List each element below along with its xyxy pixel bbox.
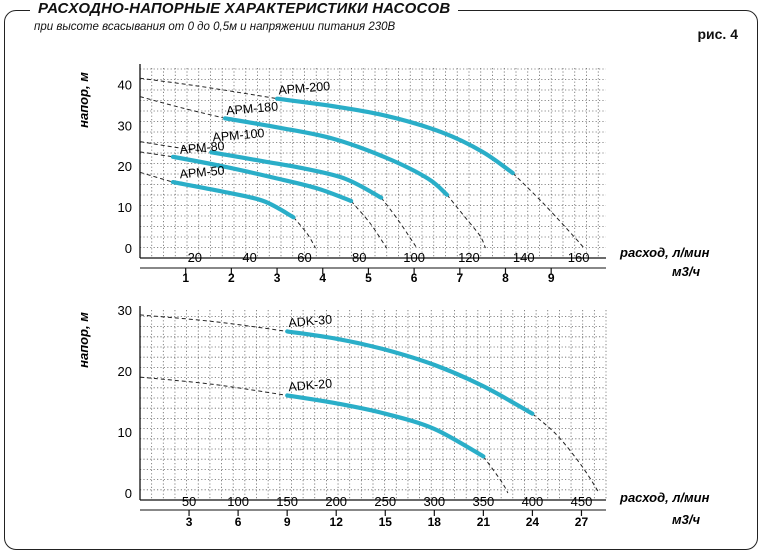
series-dashed-end <box>512 172 585 249</box>
x2-tick-label: 9 <box>284 515 291 529</box>
x-tick-label: 300 <box>423 494 445 509</box>
x2-tick-label: 27 <box>575 515 589 529</box>
series-АРМ-100: АРМ-100 <box>139 126 418 249</box>
series-dashed-start <box>139 314 288 332</box>
series-curve <box>170 180 296 220</box>
grid-lines <box>140 310 607 500</box>
y-tick-label: 0 <box>125 486 132 501</box>
figure-label: рис. 4 <box>697 26 738 42</box>
series-dashed-end <box>350 200 388 249</box>
x-tick-label: 60 <box>297 250 311 265</box>
series-dashed-start <box>139 77 278 100</box>
x-tick-label: 120 <box>458 250 480 265</box>
y-tick-label: 30 <box>118 303 132 318</box>
chart-subtitle: при высоте всасывания от 0 до 0,5м и нап… <box>34 21 396 33</box>
x2-tick-label: 3 <box>274 271 281 285</box>
series-dashed-end <box>482 456 509 494</box>
x-tick-label: 100 <box>403 250 425 265</box>
x-tick-label: 400 <box>522 494 544 509</box>
series-label: АРМ-100 <box>212 126 265 144</box>
series-АРМ-50: АРМ-50 <box>139 164 316 249</box>
series-label: ADK-30 <box>288 312 333 330</box>
x2-tick-label: 2 <box>228 271 235 285</box>
x2-tick-label: 8 <box>502 271 509 285</box>
series-dashed-start <box>139 376 288 396</box>
y-tick-label: 20 <box>118 159 132 174</box>
x2-tick-label: 3 <box>186 515 193 529</box>
series-dashed-start <box>139 141 212 153</box>
x-tick-label: 40 <box>242 250 256 265</box>
x2-tick-label: 21 <box>477 515 491 529</box>
x2-tick-label: 6 <box>411 271 418 285</box>
x2-axis-label: м3/ч <box>672 512 700 527</box>
y-axis-label: напор, м <box>76 72 91 128</box>
series-dashed-end <box>446 194 486 249</box>
title-wrap: РАСХОДНО-НАПОРНЫЕ ХАРАКТЕРИСТИКИ НАСОСОВ <box>30 0 459 18</box>
x-tick-label: 80 <box>352 250 366 265</box>
x2-tick-label: 6 <box>235 515 242 529</box>
series-label: АРМ-200 <box>278 79 331 97</box>
x2-tick-label: 24 <box>526 515 540 529</box>
series-ADK-20: ADK-20 <box>139 376 509 494</box>
series-АРМ-180: АРМ-180 <box>139 96 486 249</box>
x2-tick-label: 7 <box>456 271 463 285</box>
y-axis-label: напор, м <box>76 312 91 368</box>
chart-panel-2: 0 10 20 30 50 100 150 200 250 300 350 400 450 3 6 9 12 15… <box>76 303 710 529</box>
series-curve <box>285 329 535 416</box>
series-label: АРМ-50 <box>179 164 225 182</box>
series-curve <box>275 96 515 176</box>
x-tick-label: 100 <box>227 494 249 509</box>
x2-tick-label: 18 <box>428 515 442 529</box>
y-tick-label: 20 <box>118 364 132 379</box>
series-dashed-end <box>293 216 316 249</box>
x2-axis-label: м3/ч <box>672 264 700 279</box>
x-tick-label: 50 <box>182 494 196 509</box>
y-tick-label: 10 <box>118 425 132 440</box>
series-dashed-end <box>532 413 600 494</box>
x-tick-label: 450 <box>571 494 593 509</box>
x-axis-label: расход, л/мин <box>619 245 710 260</box>
x2-tick-label: 12 <box>330 515 344 529</box>
x2-tick-label: 9 <box>548 271 555 285</box>
series-АРМ-80: АРМ-80 <box>139 139 388 249</box>
chart-panel-1: 0 10 20 30 40 20 40 60 80 100 120 140 160 1 2 3 4 5 6 7 8 9 на… <box>76 64 710 285</box>
series-curve <box>170 154 354 204</box>
x-tick-label: 160 <box>568 250 590 265</box>
chart-title: РАСХОДНО-НАПОРНЫЕ ХАРАКТЕРИСТИКИ НАСОСОВ <box>38 0 451 17</box>
series-curve <box>222 116 450 197</box>
series-curve <box>285 393 486 459</box>
x-axis-label: расход, л/мин <box>619 490 710 505</box>
x2-tick-label: 4 <box>319 271 326 285</box>
y-tick-label: 40 <box>118 77 132 92</box>
grid-lines <box>140 68 606 258</box>
series-dashed-start <box>139 96 226 119</box>
x-tick-label: 140 <box>513 250 535 265</box>
series-curve <box>209 150 384 200</box>
x-tick-label: 20 <box>188 250 202 265</box>
series-label: АРМ-80 <box>179 139 225 157</box>
series-label: ADK-20 <box>288 376 333 394</box>
series-dashed-start <box>139 171 174 183</box>
series-dashed-end <box>380 197 418 249</box>
x-tick-label: 250 <box>374 494 396 509</box>
x2-tick-label: 5 <box>365 271 372 285</box>
x-tick-label: 150 <box>276 494 298 509</box>
x2-tick-label: 15 <box>379 515 393 529</box>
series-АРМ-200: АРМ-200 <box>139 77 585 249</box>
y-tick-label: 30 <box>118 118 132 133</box>
x-tick-label: 350 <box>473 494 495 509</box>
series-label: АРМ-180 <box>226 99 279 117</box>
x-tick-label: 200 <box>325 494 347 509</box>
y-tick-label: 0 <box>125 241 132 256</box>
x2-tick-label: 1 <box>182 271 189 285</box>
series-ADK-30: ADK-30 <box>139 312 600 494</box>
y-tick-label: 10 <box>118 200 132 215</box>
